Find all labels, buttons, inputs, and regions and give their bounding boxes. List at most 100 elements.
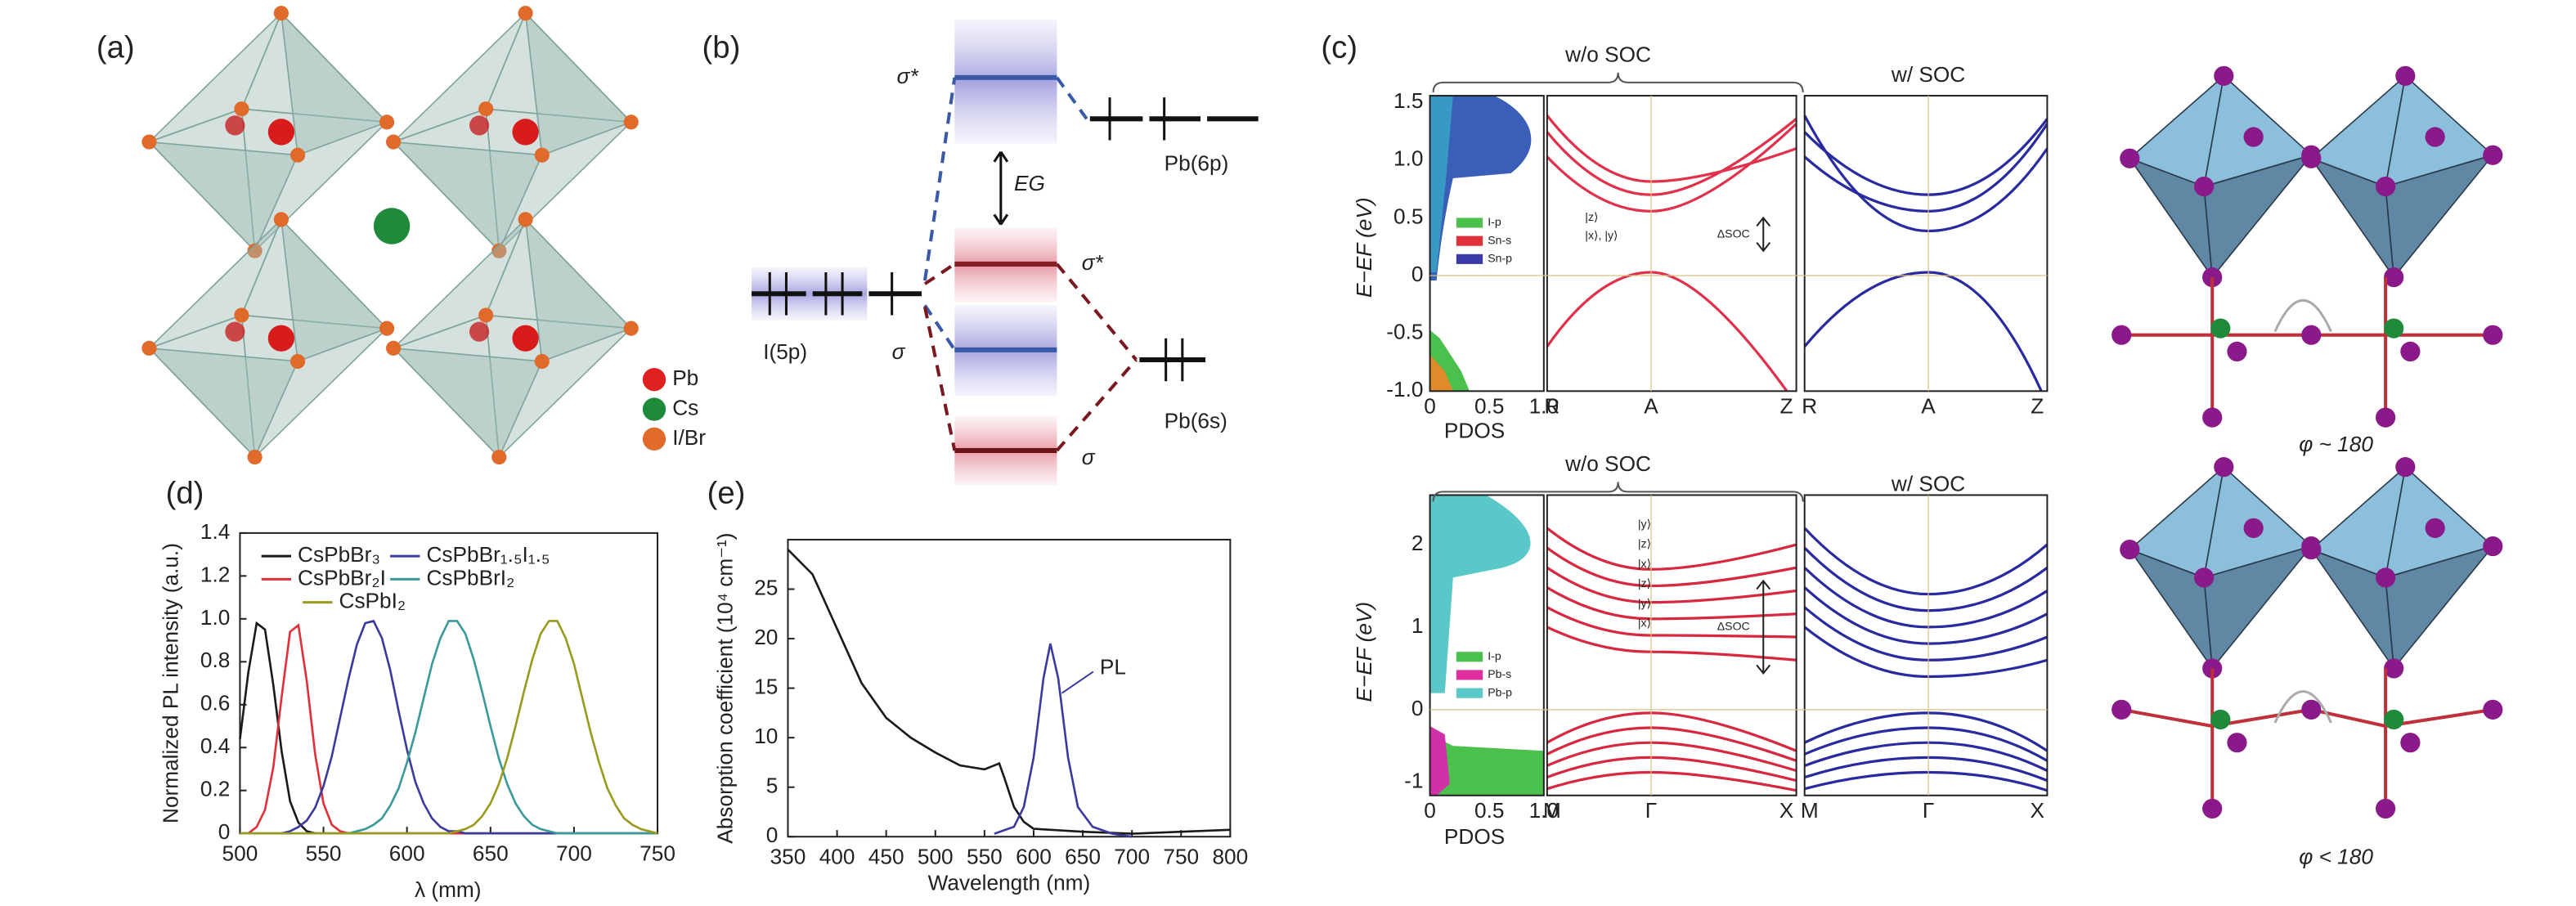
octahedron-face bbox=[2203, 545, 2313, 671]
state-label: |x⟩ bbox=[1638, 557, 1651, 570]
level-label: EG bbox=[1014, 171, 1045, 195]
legend-label: Pb-p bbox=[1488, 685, 1512, 698]
halide-atom bbox=[289, 147, 306, 163]
x-tick-label: 750 bbox=[1163, 844, 1199, 868]
panel-label: (c) bbox=[1321, 30, 1358, 65]
state-label: |y⟩ bbox=[1638, 518, 1651, 531]
x-tick-label: 500 bbox=[222, 841, 258, 865]
k-point-label: Z bbox=[1779, 393, 1793, 418]
y-tick-label: 0 bbox=[1411, 262, 1424, 286]
legend-swatch bbox=[1456, 235, 1483, 246]
brace bbox=[1432, 72, 1804, 93]
axis-frame bbox=[1803, 95, 2049, 392]
octahedron-face bbox=[2385, 154, 2495, 280]
series-line bbox=[787, 549, 1231, 835]
halide-atom bbox=[518, 6, 533, 21]
band-line bbox=[1546, 271, 1788, 392]
atom bbox=[2120, 539, 2140, 560]
x-tick-label: 650 bbox=[1065, 844, 1101, 868]
halide-atom bbox=[273, 212, 289, 227]
y-tick-label: 0 bbox=[766, 823, 779, 847]
atom bbox=[2483, 145, 2503, 165]
x-tick-label: 550 bbox=[967, 844, 1003, 868]
y-tick-label: 0.2 bbox=[200, 777, 230, 801]
y-tick-label: -1.0 bbox=[1386, 377, 1423, 401]
cs-atom bbox=[373, 208, 411, 244]
atom bbox=[2384, 658, 2404, 679]
pb-atom bbox=[267, 325, 295, 352]
y-tick-label: 0.5 bbox=[1393, 204, 1423, 228]
band-line bbox=[1804, 711, 2048, 752]
x-tick-label: 700 bbox=[1114, 844, 1150, 868]
legend-label: I-p bbox=[1488, 649, 1501, 662]
k-point-label: A bbox=[1644, 393, 1658, 418]
x-tick-label: 0.5 bbox=[1474, 798, 1504, 823]
y-axis-label: E−EF (eV) bbox=[1352, 602, 1376, 702]
pb-atom bbox=[225, 115, 245, 136]
atom bbox=[2376, 407, 2396, 428]
level-label: σ* bbox=[897, 64, 919, 88]
axis-label: PDOS bbox=[1444, 824, 1505, 849]
y-tick-label: -1 bbox=[1404, 769, 1423, 793]
atom bbox=[2214, 65, 2234, 86]
x-tick-label: 450 bbox=[868, 844, 904, 868]
legend-label: Pb bbox=[672, 366, 698, 390]
legend-label: CsPbBr₁.₅I₁.₅ bbox=[426, 542, 550, 567]
octahedron-face bbox=[392, 347, 543, 459]
y-tick-label: 1 bbox=[1411, 613, 1424, 638]
y-tick-label: 1.0 bbox=[1393, 146, 1423, 171]
level-label: Pb(6p) bbox=[1165, 151, 1229, 176]
state-label: |x⟩ bbox=[1638, 617, 1651, 630]
y-tick-label: 0.8 bbox=[200, 648, 230, 672]
x-tick-label: 0.5 bbox=[1474, 393, 1504, 418]
legend-swatch bbox=[642, 397, 666, 421]
atom bbox=[2376, 567, 2396, 588]
atom bbox=[2384, 709, 2404, 730]
legend-label: I/Br bbox=[672, 425, 706, 450]
x-tick-label: 750 bbox=[640, 841, 675, 865]
octahedron-face bbox=[280, 218, 388, 363]
pb-atom bbox=[469, 321, 490, 342]
pb-atom bbox=[469, 115, 490, 136]
band-line bbox=[1803, 527, 2048, 596]
x-tick-label: 600 bbox=[1016, 844, 1052, 868]
octahedron-face bbox=[147, 141, 299, 253]
halide-atom bbox=[289, 353, 306, 370]
legend-label: CsPbBr₂I bbox=[298, 565, 386, 590]
legend-label: Pb-s bbox=[1488, 667, 1511, 680]
band-line bbox=[1546, 606, 1797, 639]
y-tick-label: 0.4 bbox=[200, 733, 230, 758]
energy-diagram bbox=[752, 20, 1259, 486]
band-line bbox=[1546, 527, 1797, 571]
y-axis-label: Normalized PL intensity (a.u.) bbox=[159, 543, 183, 823]
k-point-label: R bbox=[1544, 393, 1560, 418]
y-tick-label: -0.5 bbox=[1386, 320, 1423, 344]
atom bbox=[2384, 267, 2404, 288]
halide-atom bbox=[491, 449, 507, 465]
section-title: w/o SOC bbox=[1564, 43, 1651, 67]
k-point-label: X bbox=[1779, 798, 1794, 823]
y-axis-label: Absorption coefficient (10⁴ cm⁻¹) bbox=[713, 533, 738, 844]
x-tick-label: 400 bbox=[819, 844, 855, 868]
y-axis-label: E−EF (eV) bbox=[1352, 197, 1376, 298]
atom bbox=[2400, 341, 2421, 361]
atom bbox=[2202, 407, 2223, 428]
panel-label: (e) bbox=[707, 476, 746, 511]
annotation-pointer bbox=[1061, 671, 1094, 694]
legend-label: Sn-p bbox=[1488, 252, 1512, 265]
level-label: σ bbox=[1082, 445, 1096, 469]
pb-atom bbox=[267, 119, 295, 146]
octahedron-face bbox=[524, 218, 633, 363]
band-line bbox=[1803, 271, 2043, 392]
legend-label: Cs bbox=[672, 395, 698, 419]
legend-label: CsPbBr₃ bbox=[298, 542, 380, 567]
pdos-fill bbox=[1429, 354, 1453, 392]
pb-atom bbox=[225, 321, 245, 342]
y-tick-label: 0.6 bbox=[200, 691, 230, 715]
series-line bbox=[240, 623, 658, 835]
halide-atom bbox=[273, 6, 289, 21]
y-tick-label: 20 bbox=[754, 625, 778, 649]
state-label: |x⟩, |y⟩ bbox=[1585, 228, 1618, 241]
atom bbox=[2376, 798, 2396, 819]
atom bbox=[2210, 318, 2231, 339]
